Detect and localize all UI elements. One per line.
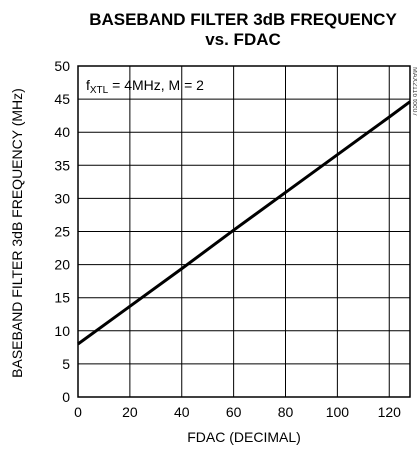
x-tick-label: 0 (74, 404, 82, 420)
series-group (77, 100, 411, 346)
grid-lines (78, 66, 410, 397)
chart-title-line-2: vs. FDAC (205, 30, 281, 49)
y-tick-label: 15 (54, 290, 70, 306)
y-tick-label: 30 (54, 190, 70, 206)
x-tick-label: 60 (226, 404, 242, 420)
y-tick-label: 10 (54, 323, 70, 339)
x-axis-label: FDAC (DECIMAL) (187, 429, 301, 445)
plot-frame (77, 65, 411, 398)
x-tick-label: 40 (174, 404, 190, 420)
figure-id-label: MAX2116 toc07 (411, 67, 417, 116)
annotation-suffix: = 4MHz, M = 2 (108, 77, 204, 93)
chart-title-line-1: BASEBAND FILTER 3dB FREQUENCY (89, 10, 397, 29)
y-axis-label: BASEBAND FILTER 3dB FREQUENCY (MHz) (9, 88, 25, 378)
y-tick-label: 50 (54, 58, 70, 74)
y-tick-label: 40 (54, 124, 70, 140)
x-tick-labels: 0 20 40 60 80 100 120 (74, 404, 401, 420)
y-tick-label: 45 (54, 91, 70, 107)
annotation-prefix: f (86, 77, 90, 93)
x-tick-label: 20 (122, 404, 138, 420)
series-line (77, 100, 411, 346)
x-tick-label: 120 (378, 404, 402, 420)
y-tick-label: 0 (62, 389, 70, 405)
x-tick-label: 80 (278, 404, 294, 420)
y-tick-label: 5 (62, 356, 70, 372)
y-tick-label: 35 (54, 157, 70, 173)
y-tick-label: 20 (54, 257, 70, 273)
condition-annotation: fXTL = 4MHz, M = 2 (86, 77, 204, 96)
y-tick-labels: 0 5 10 15 20 25 30 35 40 45 50 (54, 58, 70, 405)
x-tick-label: 100 (326, 404, 350, 420)
y-tick-label: 25 (54, 224, 70, 240)
annotation-subscript: XTL (90, 85, 109, 96)
